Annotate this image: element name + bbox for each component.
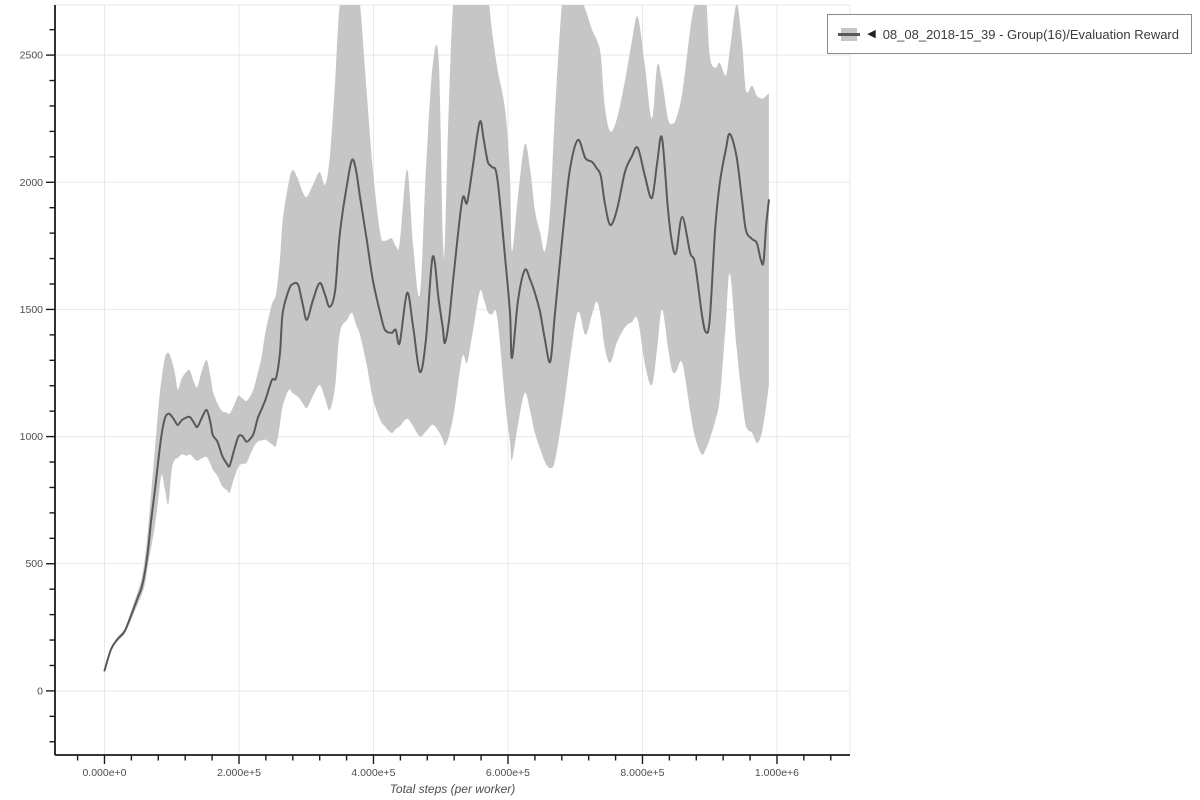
svg-text:2500: 2500 <box>20 50 44 62</box>
legend: ◀ 08_08_2018-15_39 - Group(16)/Evaluatio… <box>827 14 1192 54</box>
legend-series-label[interactable]: 08_08_2018-15_39 - Group(16)/Evaluation … <box>882 26 1179 42</box>
plot-area[interactable] <box>55 5 850 755</box>
series-line <box>103 120 770 672</box>
x-axis-label: Total steps (per worker) <box>390 782 516 796</box>
svg-text:1000: 1000 <box>20 431 44 443</box>
series-swatch-icon <box>838 27 861 42</box>
svg-text:2000: 2000 <box>20 177 44 189</box>
series-group <box>103 5 770 672</box>
grid <box>55 4 851 755</box>
svg-text:0.000e+0: 0.000e+0 <box>82 767 126 779</box>
svg-text:500: 500 <box>25 558 43 570</box>
series-band <box>104 5 769 671</box>
svg-text:2.000e+5: 2.000e+5 <box>217 767 261 779</box>
svg-text:8.000e+5: 8.000e+5 <box>620 767 664 779</box>
svg-text:0: 0 <box>37 685 43 697</box>
axes <box>54 5 850 756</box>
series-line-swatch <box>838 32 861 36</box>
collapse-legend-icon[interactable]: ◀ <box>867 27 876 40</box>
tick-marks <box>46 28 832 764</box>
svg-text:1500: 1500 <box>20 304 44 316</box>
x-tick-labels: 0.000e+0 2.000e+5 4.000e+5 6.000e+5 8.000e+5… <box>82 767 799 779</box>
svg-text:1.000e+6: 1.000e+6 <box>755 767 799 779</box>
svg-text:6.000e+5: 6.000e+5 <box>486 767 530 779</box>
y-tick-labels: 0 500 1000 1500 2000 2500 <box>20 50 44 698</box>
svg-text:4.000e+5: 4.000e+5 <box>351 767 395 779</box>
